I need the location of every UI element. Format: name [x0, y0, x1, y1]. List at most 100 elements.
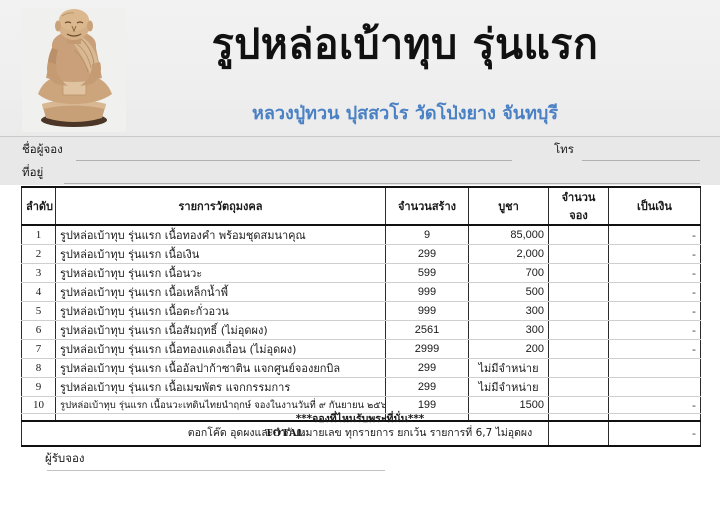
total-booked-input[interactable] [548, 419, 609, 447]
header-banner: รูปหล่อเบ้าทุบ รุ่นแรก หลวงปู่ทวน ปุสสวโ… [0, 0, 720, 137]
row-amount [608, 358, 701, 378]
customer-tel-label: โทร [554, 142, 574, 156]
table-row: 8 รูปหล่อเบ้าทุบ รุ่นแรก เนื้ออัลปาก้าซา… [21, 358, 701, 378]
row-made: 299 [385, 377, 469, 397]
table-row: 1 รูปหล่อเบ้าทุบ รุ่นแรก เนื้อทองคำ พร้อ… [21, 224, 701, 245]
row-booked-input[interactable] [548, 339, 609, 359]
row-amount: - [608, 301, 701, 321]
order-table-head: ลำดับ รายการวัตถุมงคล จำนวนสร้าง บูชา จำ… [21, 186, 701, 226]
row-amount: - [608, 282, 701, 302]
row-made: 299 [385, 358, 469, 378]
seated-monk-statue-icon [22, 8, 126, 132]
order-table-body: 1 รูปหล่อเบ้าทุบ รุ่นแรก เนื้อทองคำ พร้อ… [21, 224, 701, 447]
row-made: 999 [385, 301, 469, 321]
receiver-signature-label: ผู้รับจอง [45, 451, 85, 465]
row-price: 85,000 [468, 224, 549, 245]
row-amount: - [608, 339, 701, 359]
row-no: 1 [21, 224, 56, 245]
table-spacer-row [21, 413, 701, 422]
spacer-cell [608, 413, 701, 422]
row-made: 2999 [385, 339, 469, 359]
row-booked-input[interactable] [548, 263, 609, 283]
row-made: 2561 [385, 320, 469, 340]
row-amount: - [608, 224, 701, 245]
customer-name-row: ชื่อผู้จอง โทร [22, 139, 700, 162]
row-no: 5 [21, 301, 56, 321]
row-price: 1500 [468, 396, 549, 414]
row-amount: - [608, 244, 701, 264]
note-line-1: ***จองที่ไหนรับพระที่นั่น*** [295, 413, 425, 425]
row-booked-input[interactable] [548, 224, 609, 245]
table-row: 5 รูปหล่อเบ้าทุบ รุ่นแรก เนื้อตะกั่วอวน … [21, 301, 701, 321]
row-item: รูปหล่อเบ้าทุบ รุ่นแรก เนื้อเงิน [55, 244, 386, 264]
row-price: 300 [468, 320, 549, 340]
receiver-signature-input[interactable] [47, 470, 385, 471]
page-title: รูปหล่อเบ้าทุบ รุ่นแรก [211, 20, 599, 68]
page-subtitle: หลวงปู่ทวน ปุสสวโร วัดโป่งยาง จันทบุรี [251, 103, 559, 124]
footer-notes: ***จองที่ไหนรับพระที่นั่น*** ตอกโค๊ด อุด… [0, 412, 720, 440]
row-made: 9 [385, 224, 469, 245]
row-booked-input[interactable] [548, 244, 609, 264]
row-item: รูปหล่อเบ้าทุบ รุ่นแรก เนื้อทองคำ พร้อมช… [55, 224, 386, 245]
total-label: TOTAL [21, 419, 549, 447]
row-no: 8 [21, 358, 56, 378]
order-table: ลำดับ รายการวัตถุมงคล จำนวนสร้าง บูชา จำ… [21, 186, 701, 447]
table-row: 4 รูปหล่อเบ้าทุบ รุ่นแรก เนื้อเหล็กน้ำพี… [21, 282, 701, 302]
customer-address-input[interactable] [64, 183, 700, 184]
row-price: ไม่มีจำหน่าย [468, 377, 549, 397]
row-no: 2 [21, 244, 56, 264]
table-row: 7 รูปหล่อเบ้าทุบ รุ่นแรก เนื้อทองแดงเถื่… [21, 339, 701, 359]
row-item: รูปหล่อเบ้าทุบ รุ่นแรก เนื้อตะกั่วอวน [55, 301, 386, 321]
row-no: 9 [21, 377, 56, 397]
row-price: 700 [468, 263, 549, 283]
row-no: 4 [21, 282, 56, 302]
header-quantity-booked: จำนวนจอง [548, 186, 609, 226]
row-amount [608, 377, 701, 397]
customer-address-row: ที่อยู่ [22, 162, 700, 185]
row-made: 199 [385, 396, 469, 414]
table-row: 2 รูปหล่อเบ้าทุบ รุ่นแรก เนื้อเงิน 299 2… [21, 244, 701, 264]
row-no: 3 [21, 263, 56, 283]
row-item: รูปหล่อเบ้าทุบ รุ่นแรก เนื้ออัลปาก้าซาติ… [55, 358, 386, 378]
row-booked-input[interactable] [548, 377, 609, 397]
customer-name-label: ชื่อผู้จอง [22, 142, 63, 156]
row-booked-input[interactable] [548, 320, 609, 340]
row-price: 500 [468, 282, 549, 302]
table-header-row: ลำดับ รายการวัตถุมงคล จำนวนสร้าง บูชา จำ… [21, 186, 701, 226]
table-row: 9 รูปหล่อเบ้าทุบ รุ่นแรก เนื้อเมฆพัตร แจ… [21, 377, 701, 397]
row-booked-input[interactable] [548, 301, 609, 321]
row-booked-input[interactable] [548, 396, 609, 414]
customer-tel-input[interactable] [582, 160, 700, 161]
header-quantity-made: จำนวนสร้าง [385, 186, 469, 226]
row-price: ไม่มีจำหน่าย [468, 358, 549, 378]
row-item: รูปหล่อเบ้าทุบ รุ่นแรก เนื้อเมฆพัตร แจกก… [55, 377, 386, 397]
order-table-wrapper: ลำดับ รายการวัตถุมงคล จำนวนสร้าง บูชา จำ… [21, 186, 701, 447]
row-made: 999 [385, 282, 469, 302]
row-price: 300 [468, 301, 549, 321]
note-line-2: ตอกโค๊ด อุดผงและกำกับหมายเลข ทุกรายการ ย… [187, 427, 533, 439]
header-item: รายการวัตถุมงคล [55, 186, 386, 226]
row-price: 200 [468, 339, 549, 359]
header-amount: เป็นเงิน [608, 186, 701, 226]
row-item: รูปหล่อเบ้าทุบ รุ่นแรก เนื้อนวะเทดินไทยน… [55, 396, 386, 414]
receiver-signature-block: ผู้รับจอง [45, 450, 385, 476]
row-item: รูปหล่อเบ้าทุบ รุ่นแรก เนื้อสัมฤทธิ์ (ไม… [55, 320, 386, 340]
row-item: รูปหล่อเบ้าทุบ รุ่นแรก เนื้อนวะ [55, 263, 386, 283]
row-made: 599 [385, 263, 469, 283]
row-item: รูปหล่อเบ้าทุบ รุ่นแรก เนื้อเหล็กน้ำพี้ [55, 282, 386, 302]
row-no: 10 [21, 396, 56, 414]
table-row: 10 รูปหล่อเบ้าทุบ รุ่นแรก เนื้อนวะเทดินไ… [21, 396, 701, 414]
table-row: 3 รูปหล่อเบ้าทุบ รุ่นแรก เนื้อนวะ 599 70… [21, 263, 701, 283]
header-no: ลำดับ [21, 186, 56, 226]
row-made: 299 [385, 244, 469, 264]
customer-info-section: ชื่อผู้จอง โทร ที่อยู่ [0, 137, 720, 185]
row-price: 2,000 [468, 244, 549, 264]
customer-address-label: ที่อยู่ [22, 165, 44, 179]
row-booked-input[interactable] [548, 358, 609, 378]
row-item: รูปหล่อเบ้าทุบ รุ่นแรก เนื้อทองแดงเถื่อน… [55, 339, 386, 359]
header-price: บูชา [468, 186, 549, 226]
table-row: 6 รูปหล่อเบ้าทุบ รุ่นแรก เนื้อสัมฤทธิ์ (… [21, 320, 701, 340]
row-booked-input[interactable] [548, 282, 609, 302]
row-no: 7 [21, 339, 56, 359]
customer-name-input[interactable] [76, 160, 512, 161]
